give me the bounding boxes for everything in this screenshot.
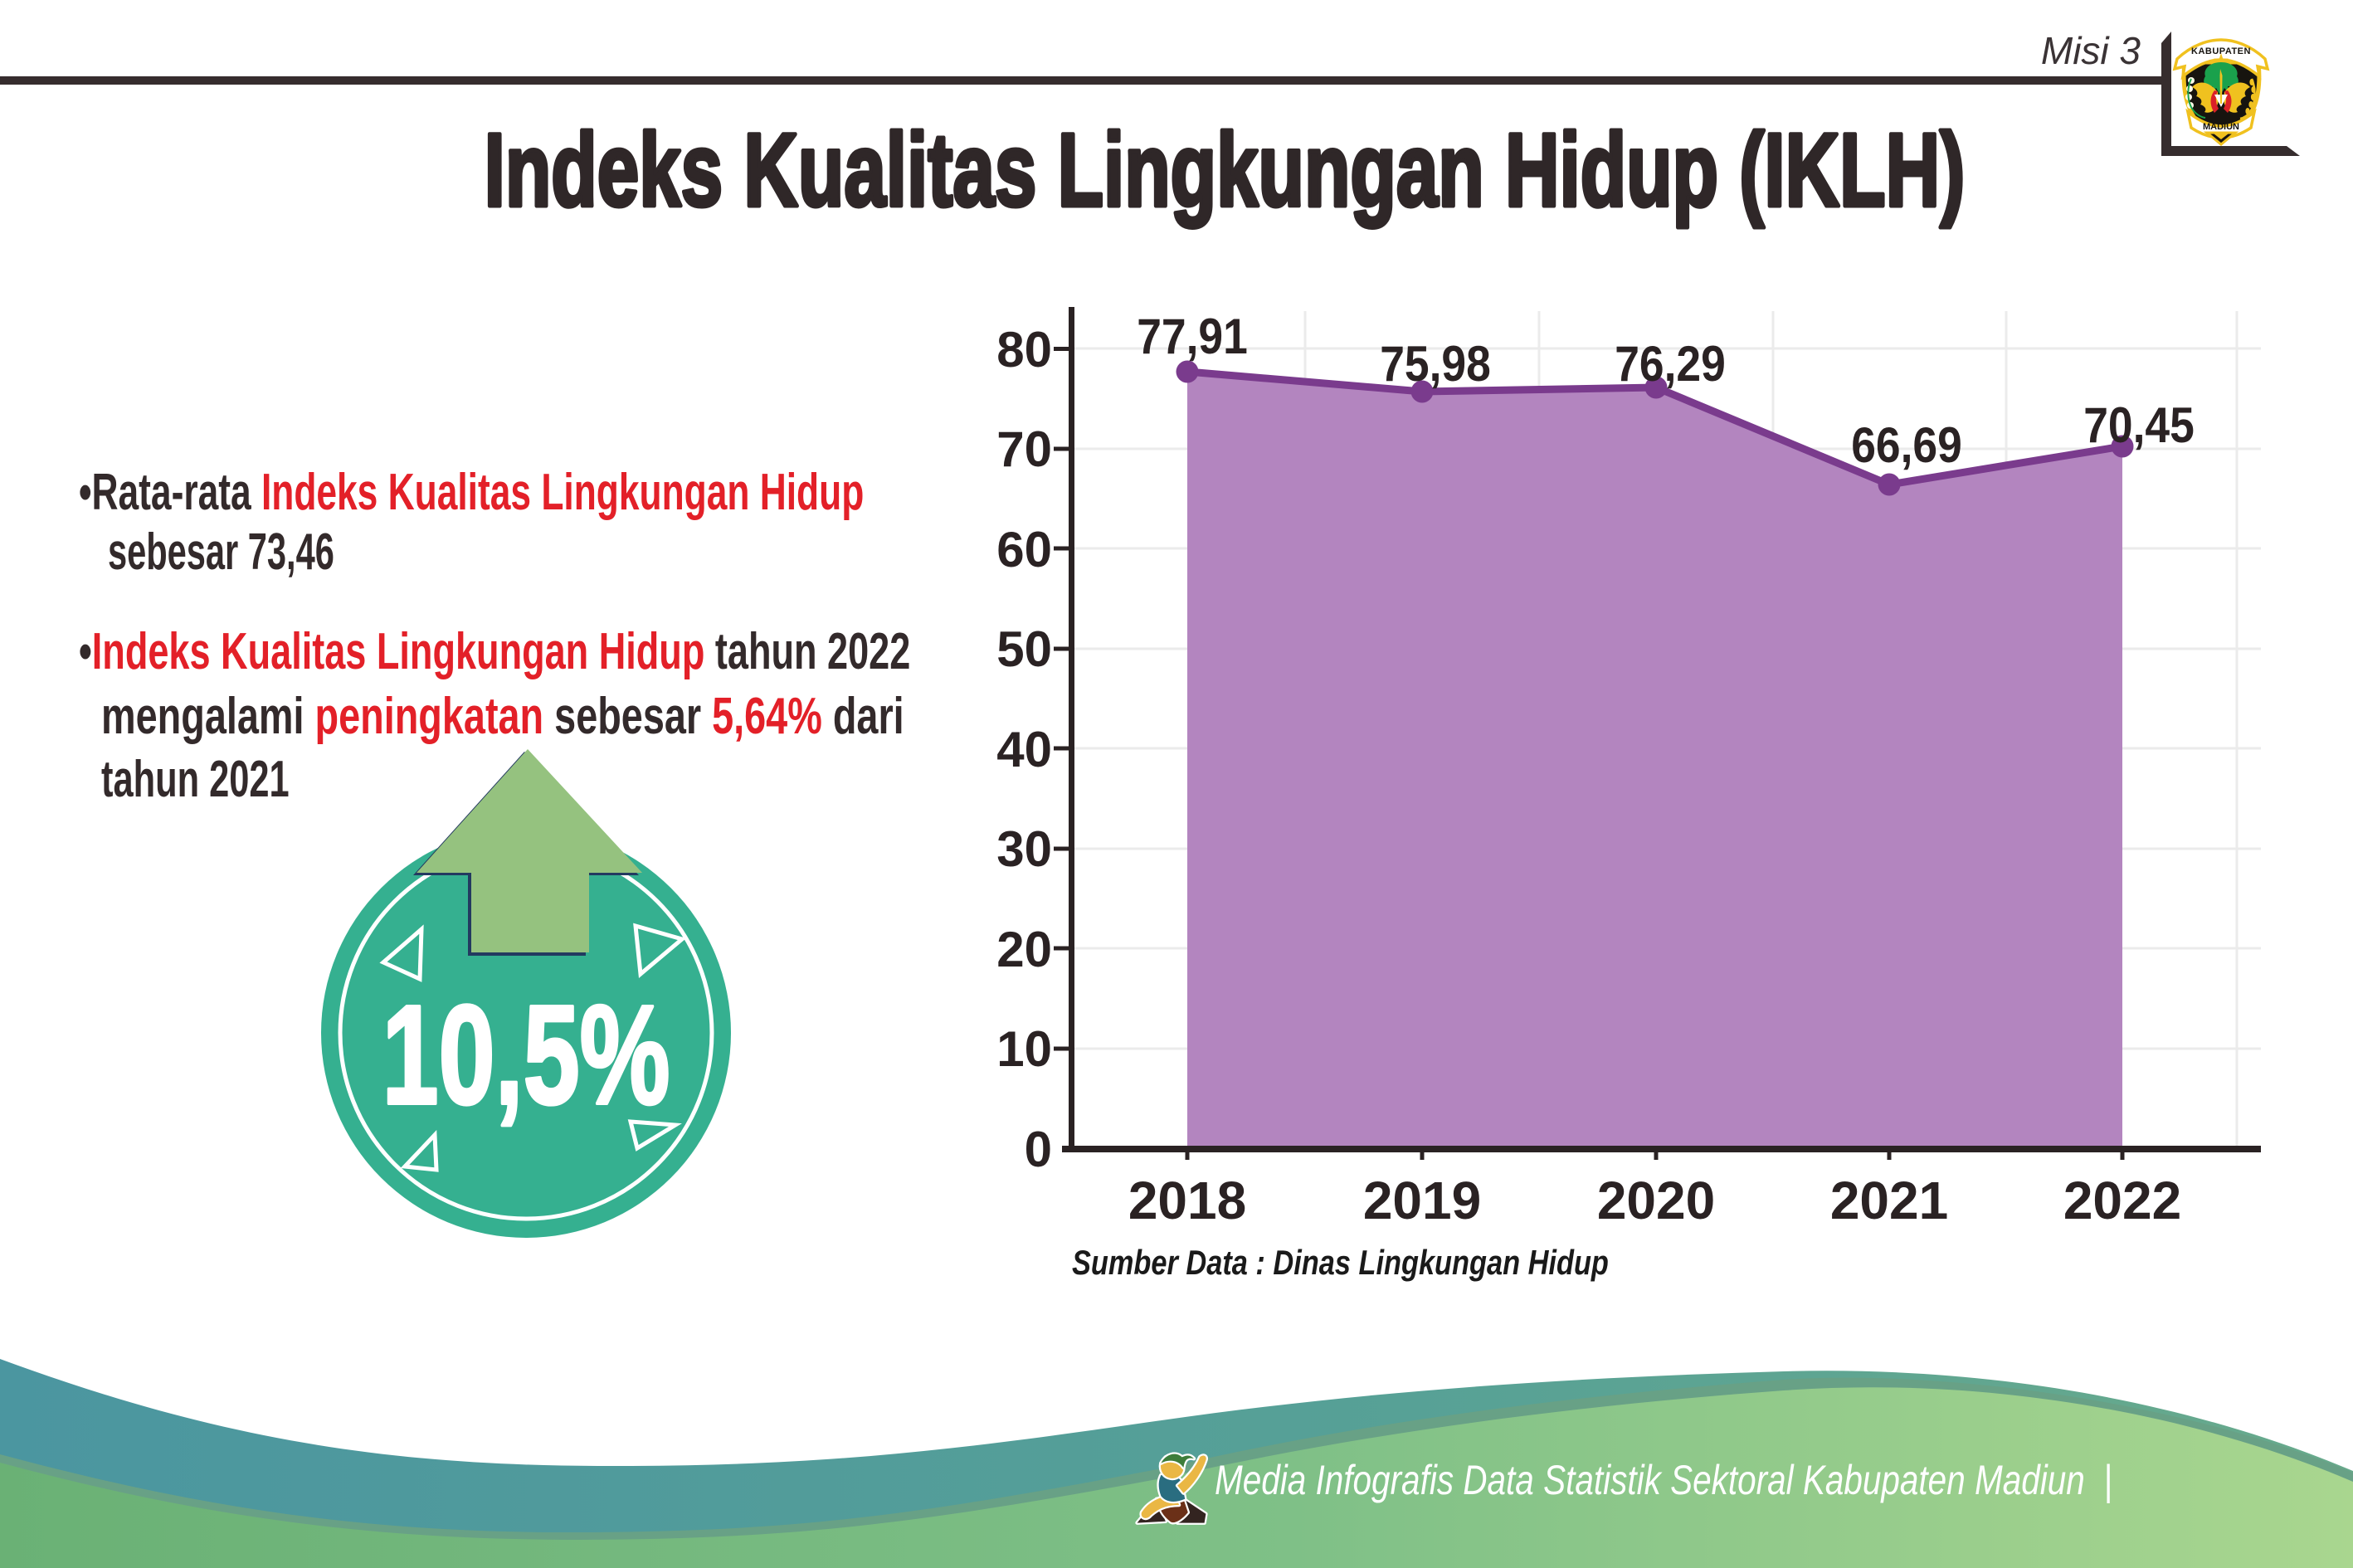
- svg-text:66,69: 66,69: [1851, 418, 1962, 474]
- svg-text:75,98: 75,98: [1380, 337, 1491, 392]
- svg-text:MADIUN: MADIUN: [2203, 122, 2239, 132]
- svg-text:60: 60: [996, 522, 1052, 577]
- svg-text:50: 50: [996, 621, 1052, 677]
- svg-text:2021: 2021: [1830, 1171, 1948, 1230]
- svg-text:0: 0: [1025, 1122, 1052, 1177]
- svg-text:2019: 2019: [1363, 1171, 1481, 1230]
- svg-text:•Rata-rata Indeks Kualitas Lin: •Rata-rata Indeks Kualitas Lingkungan Hi…: [79, 464, 864, 521]
- svg-text:tahun 2021: tahun 2021: [101, 752, 290, 808]
- svg-text:2018: 2018: [1128, 1171, 1246, 1230]
- svg-text:70,45: 70,45: [2083, 398, 2195, 454]
- svg-text:70: 70: [996, 421, 1052, 477]
- svg-text:2022: 2022: [2063, 1171, 2181, 1230]
- svg-text:2020: 2020: [1597, 1171, 1715, 1230]
- svg-text:Indeks Kualitas Lingkungan Hid: Indeks Kualitas Lingkungan Hidup (IKLH): [485, 113, 1966, 229]
- svg-text:40: 40: [996, 722, 1052, 777]
- svg-text:KABUPATEN: KABUPATEN: [2191, 46, 2251, 56]
- svg-text:mengalami peningkatan sebesar: mengalami peningkatan sebesar 5,64% dari: [101, 687, 904, 745]
- svg-text:76,29: 76,29: [1615, 337, 1726, 392]
- svg-text:10,5%: 10,5%: [382, 976, 670, 1133]
- svg-text:10: 10: [996, 1021, 1052, 1077]
- svg-text:30: 30: [996, 821, 1052, 877]
- svg-text:80: 80: [996, 322, 1052, 377]
- svg-text:Sumber Data : Dinas Lingkungan: Sumber Data : Dinas Lingkungan Hidup: [1072, 1244, 1609, 1283]
- svg-text:Misi 3: Misi 3: [2041, 29, 2141, 72]
- svg-text:20: 20: [996, 922, 1052, 977]
- svg-text:77,91: 77,91: [1137, 309, 1248, 365]
- svg-text:•Indeks Kualitas Lingkungan Hi: •Indeks Kualitas Lingkungan Hidup tahun …: [79, 623, 910, 680]
- svg-text:sebesar 73,46: sebesar 73,46: [108, 523, 334, 581]
- svg-text:Media Infografis Data Statisti: Media Infografis Data Statistik Sektoral…: [1215, 1457, 2112, 1503]
